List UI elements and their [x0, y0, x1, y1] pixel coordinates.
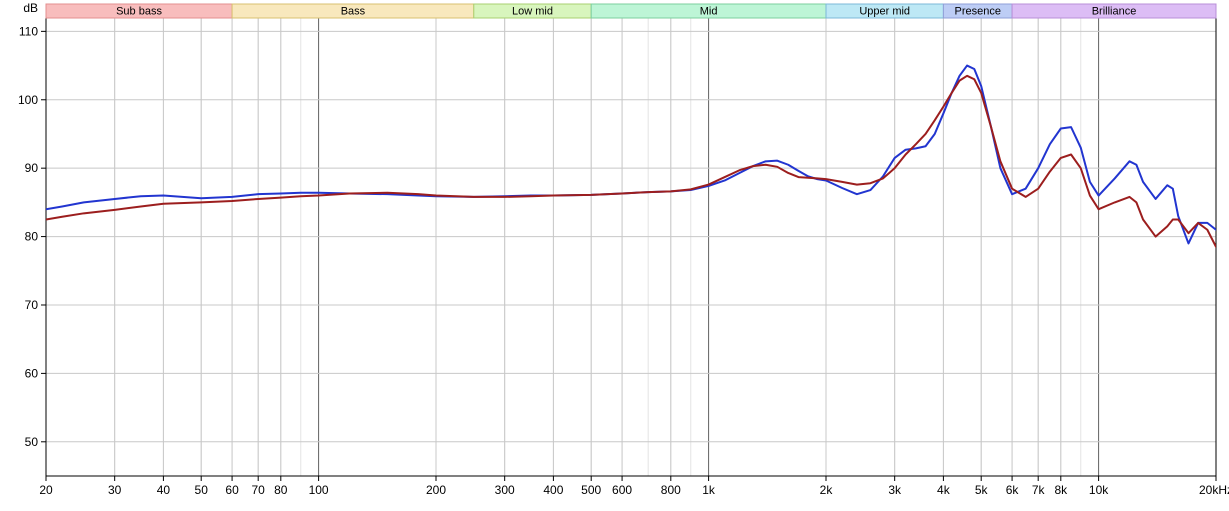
y-tick-label: 110: [19, 24, 38, 38]
band-label-low-mid: Low mid: [512, 5, 553, 17]
y-tick-label: 100: [18, 93, 38, 107]
band-label-bass: Bass: [341, 5, 366, 17]
x-tick-label: 400: [543, 483, 563, 497]
x-tick-label: 2k: [820, 483, 834, 497]
y-tick-label: 90: [25, 161, 39, 175]
x-tick-label: 10k: [1089, 483, 1109, 497]
band-label-brilliance: Brilliance: [1092, 5, 1137, 17]
y-tick-label: 70: [25, 298, 39, 312]
x-tick-label: 500: [581, 483, 601, 497]
x-tick-label: 3k: [888, 483, 902, 497]
x-tick-label: 100: [309, 483, 329, 497]
x-tick-label: 200: [426, 483, 446, 497]
x-tick-label: 80: [274, 483, 288, 497]
x-tick-label: 4k: [937, 483, 951, 497]
x-tick-label: 60: [225, 483, 239, 497]
band-label-upper-mid: Upper mid: [859, 5, 910, 17]
chart-svg: Sub bass Bass Low mid Mid Upper mid Presence B…: [0, 0, 1229, 511]
band-label-sub-bass: Sub bass: [116, 5, 162, 17]
x-tick-label: 5k: [975, 483, 989, 497]
x-tick-label: 800: [661, 483, 681, 497]
band-label-mid: Mid: [700, 5, 718, 17]
x-tick-label: 1k: [702, 483, 716, 497]
y-tick-label: 80: [25, 230, 39, 244]
band-label-presence: Presence: [954, 5, 1000, 17]
x-tick-label: 300: [495, 483, 515, 497]
x-tick-label: 40: [157, 483, 171, 497]
y-tick-label: 50: [25, 435, 39, 449]
x-tick-label: 8k: [1054, 483, 1068, 497]
x-tick-label: 50: [195, 483, 209, 497]
x-tick-label: 600: [612, 483, 632, 497]
x-tick-label: 7k: [1032, 483, 1046, 497]
x-tick-label: 20kHz: [1199, 483, 1229, 497]
x-tick-label: 30: [108, 483, 122, 497]
y-axis-label: dB: [23, 1, 38, 15]
x-tick-label: 20: [39, 483, 53, 497]
x-tick-label: 70: [252, 483, 266, 497]
frequency-response-chart: Sub bass Bass Low mid Mid Upper mid Presence B…: [0, 0, 1229, 511]
y-tick-label: 60: [25, 366, 39, 380]
x-tick-label: 6k: [1006, 483, 1020, 497]
